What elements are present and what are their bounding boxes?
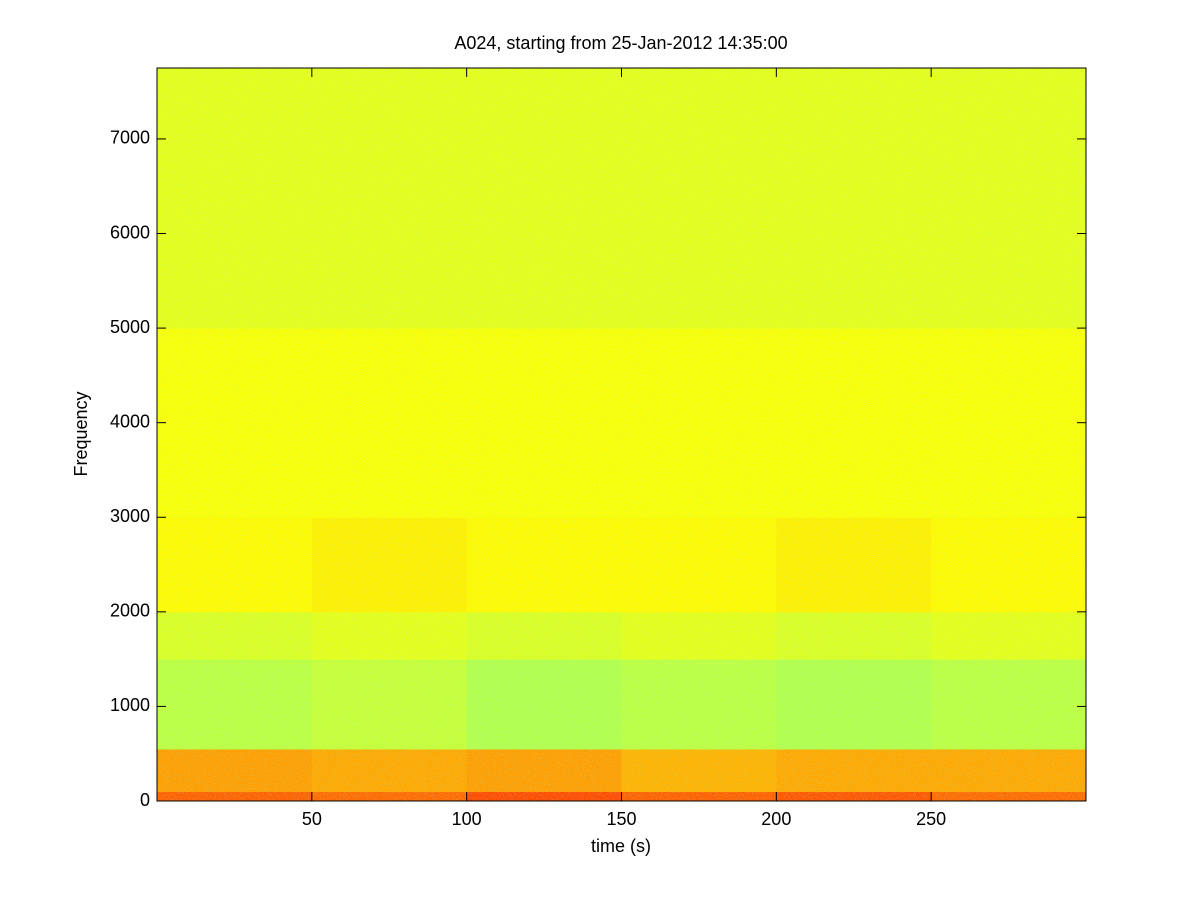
y-tick-label: 3000 [110,506,150,526]
plot-frame [156,67,1087,802]
x-tick-label: 200 [761,809,791,829]
y-tick-label: 1000 [110,695,150,715]
chart-title: A024, starting from 25-Jan-2012 14:35:00 [454,33,787,53]
y-tick-label: 7000 [110,128,150,148]
y-tick-label: 2000 [110,601,150,621]
y-tick-label: 5000 [110,317,150,337]
texture [157,68,1086,801]
x-tick-label: 100 [452,809,482,829]
x-axis-label: time (s) [591,836,651,856]
y-tick-label: 4000 [110,411,150,431]
y-axis-label: Frequency [71,391,91,476]
x-tick-label: 50 [302,809,322,829]
y-tick-label: 0 [140,790,150,810]
x-tick-label: 250 [916,809,946,829]
x-tick-label: 150 [606,809,636,829]
y-tick-label: 6000 [110,222,150,242]
axes: 50 100 150 200 250 0 1000 2000 3000 4000 5000 6000 7… [110,68,1086,829]
